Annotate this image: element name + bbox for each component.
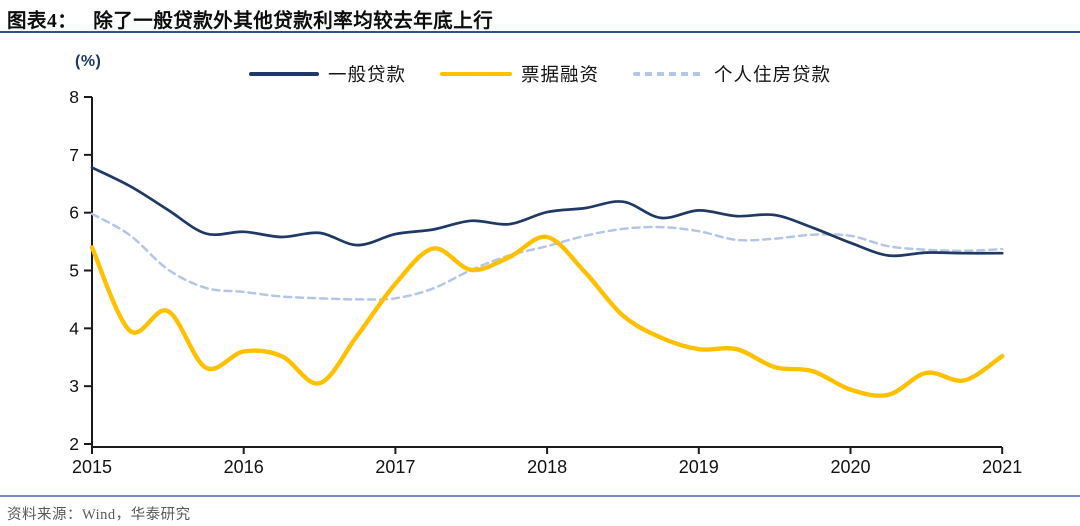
x-tick-label: 2021 <box>982 457 1022 477</box>
series-general-loan-line <box>90 166 1004 258</box>
legend-line-swatch-solid-navy <box>248 72 319 76</box>
chart-legend: 一般贷款 票据融资 个人住房贷款 <box>0 62 1080 86</box>
legend-item-housing-loan: 个人住房贷款 <box>633 61 831 87</box>
y-tick-label: 2 <box>69 434 79 454</box>
y-tick-label: 3 <box>69 376 79 396</box>
legend-label: 个人住房贷款 <box>714 66 832 86</box>
y-tick-label: 4 <box>69 318 79 338</box>
x-tick-label: 2017 <box>375 457 415 477</box>
x-tick-label: 2019 <box>679 457 719 477</box>
x-tick-label: 2015 <box>72 457 112 477</box>
x-tick-label: 2020 <box>830 457 870 477</box>
y-axis-unit-label: (%) <box>75 53 102 70</box>
legend-item-bill-financing: 票据融资 <box>439 61 599 87</box>
legend-line-swatch-solid-yellow <box>439 71 512 77</box>
title-divider <box>0 31 1080 34</box>
source-divider <box>0 495 1080 498</box>
page-title: 除了一般贷款外其他贷款利率均较去年底上行 <box>93 11 494 32</box>
series-bill-financing-line <box>89 234 1005 398</box>
source-note: 资料来源：Wind，华泰研究 <box>7 507 191 523</box>
legend-label: 票据融资 <box>520 66 599 86</box>
y-tick-label: 8 <box>69 87 79 107</box>
legend-item-general-loan: 一般贷款 <box>248 61 406 87</box>
x-tick-label: 2016 <box>224 457 264 477</box>
x-tick-label: 2018 <box>527 457 567 477</box>
y-tick-label: 5 <box>69 261 79 281</box>
figure-title-row: 图表4： 除了一般贷款外其他贷款利率均较去年底上行 <box>7 4 493 33</box>
legend-line-swatch-dashed-lightblue <box>633 72 705 76</box>
y-tick-label: 6 <box>69 203 79 223</box>
figure-label: 图表4： <box>7 11 78 32</box>
y-tick-label: 7 <box>69 145 79 165</box>
series-housing-loan-line <box>90 212 1004 301</box>
legend-label: 一般贷款 <box>327 66 406 86</box>
